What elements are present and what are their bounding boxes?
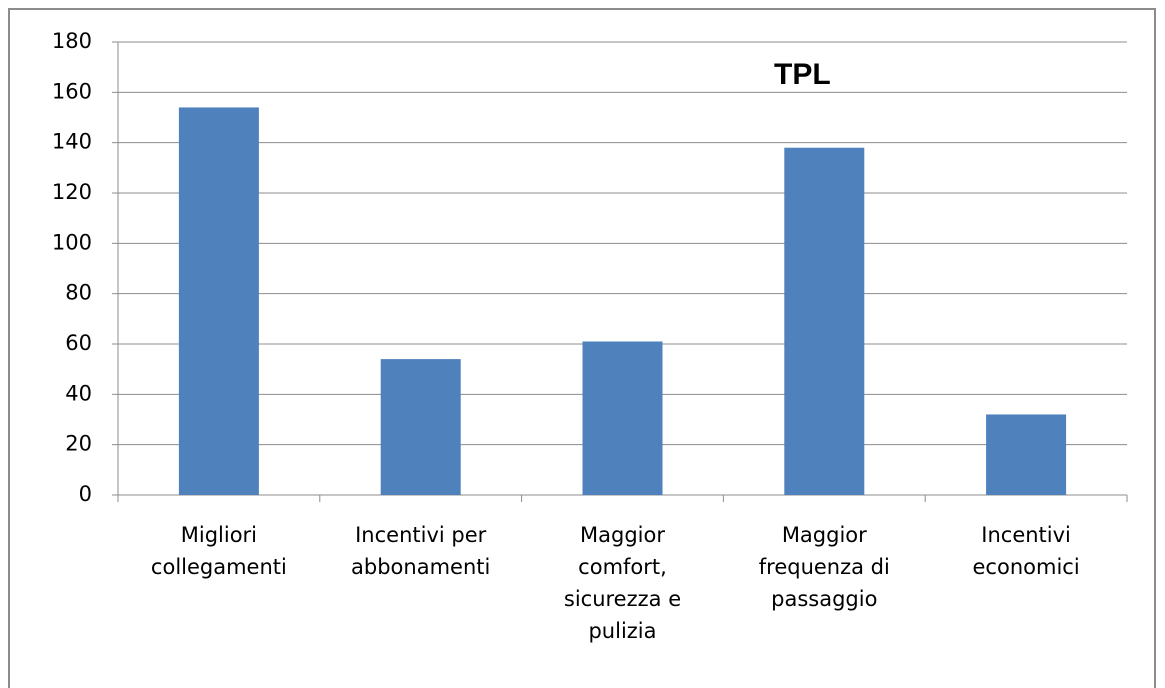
chart-frame bbox=[8, 8, 1156, 688]
bar bbox=[784, 147, 865, 495]
bar bbox=[986, 414, 1067, 495]
x-tick-label: Maggior frequenza di passaggio bbox=[758, 523, 890, 611]
bar bbox=[380, 359, 461, 495]
bar bbox=[178, 107, 259, 495]
y-tick-label: 0 bbox=[79, 482, 92, 506]
y-tick-label: 120 bbox=[52, 180, 92, 204]
x-tick-label: Incentivi per abbonamenti bbox=[351, 523, 491, 579]
y-tick-label: 20 bbox=[65, 432, 92, 456]
x-tick-label: Incentivi economici bbox=[972, 523, 1080, 579]
y-tick-label: 140 bbox=[52, 130, 92, 154]
y-tick-label: 100 bbox=[52, 230, 92, 254]
x-tick-label: Migliori collegamenti bbox=[150, 523, 287, 579]
y-tick-label: 160 bbox=[52, 79, 92, 103]
x-tick-label: Maggior comfort, sicurezza e pulizia bbox=[563, 523, 682, 643]
chart-title: TPL bbox=[774, 58, 831, 91]
y-tick-label: 80 bbox=[65, 281, 92, 305]
bar bbox=[582, 341, 663, 495]
y-tick-label: 180 bbox=[52, 29, 92, 53]
y-tick-label: 60 bbox=[65, 331, 92, 355]
y-tick-label: 40 bbox=[65, 381, 92, 405]
